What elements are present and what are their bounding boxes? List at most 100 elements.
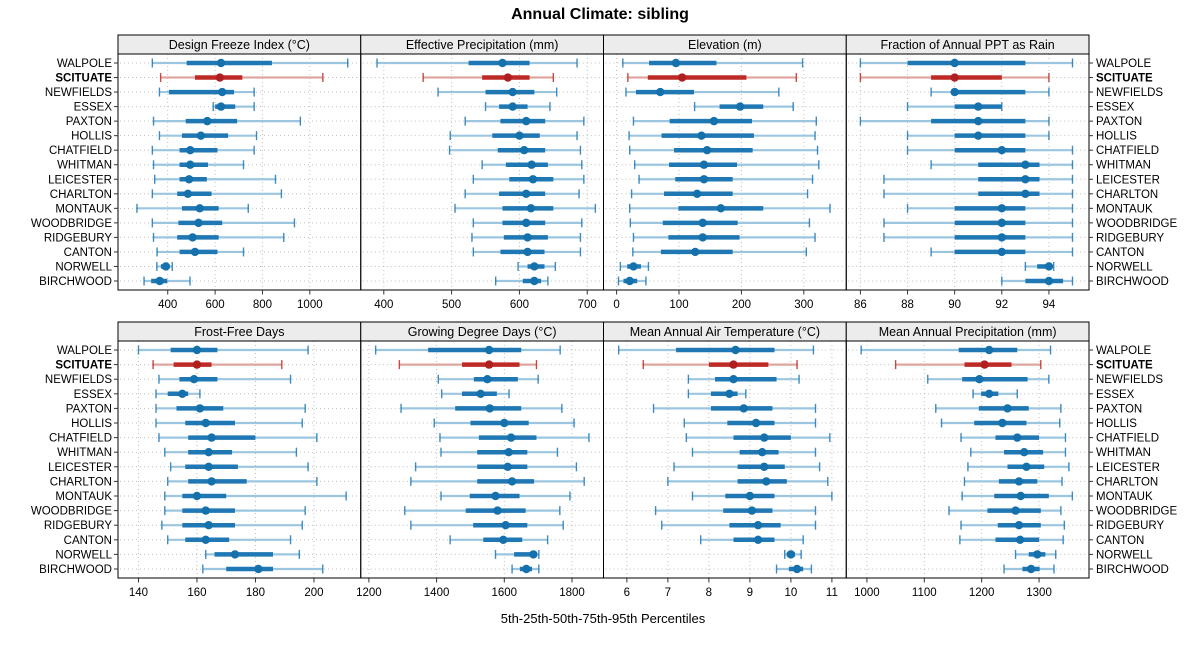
panel-fraction-of-annual-ppt-as-rain: Fraction of Annual PPT as Rain 86 88 90 92 94… xyxy=(845,34,1177,311)
x-tick-label: 180 xyxy=(246,587,265,599)
x-tick-label: 9 xyxy=(747,587,753,599)
series-row-montauk xyxy=(691,491,833,501)
x-tick-label: 1600 xyxy=(492,587,518,599)
series-row-montauk xyxy=(906,203,1074,213)
median-dot xyxy=(207,433,216,442)
median-dot xyxy=(984,389,994,398)
series-row-newfields xyxy=(158,87,255,97)
median-dot xyxy=(1014,521,1024,530)
site-label-right: NEWFIELDS xyxy=(1096,374,1163,386)
panel-frost-free-days: Frost-Free Days 140 160 180 200 WALPOLE SCITUA… xyxy=(31,321,362,599)
series-row-montauk xyxy=(454,203,597,213)
site-label-right: MONTAUK xyxy=(1096,491,1153,503)
median-dot xyxy=(950,73,959,82)
series-row-scituate xyxy=(422,73,555,83)
series-row-chatfield xyxy=(960,433,1067,443)
series-row-canton xyxy=(167,535,292,545)
series-row-charlton xyxy=(410,476,585,486)
median-dot xyxy=(491,491,500,501)
median-dot xyxy=(753,521,763,530)
series-row-montauk xyxy=(164,491,347,501)
site-label-right: PAXTON xyxy=(1096,116,1142,128)
series-row-walpole xyxy=(617,345,815,355)
median-dot xyxy=(184,175,194,184)
site-label-left: PAXTON xyxy=(66,116,112,128)
series-row-hollis xyxy=(683,418,817,428)
series-row-woodbridge xyxy=(629,218,811,228)
median-dot xyxy=(997,146,1006,155)
median-dot xyxy=(1015,535,1025,544)
median-dot xyxy=(1016,491,1025,501)
site-label-left: SCITUATE xyxy=(55,73,112,85)
x-tick-label: 140 xyxy=(129,587,148,599)
median-dot xyxy=(702,146,712,155)
median-dot xyxy=(527,160,536,169)
panels-root: Design Freeze Index (°C)400 600 800 1000WAL… xyxy=(31,34,1177,599)
median-dot xyxy=(729,375,738,384)
site-label-left: HOLLIS xyxy=(71,418,112,430)
series-row-leicester xyxy=(967,462,1070,472)
median-dot xyxy=(503,462,512,471)
series-row-woodbridge xyxy=(948,506,1062,516)
series-row-scituate xyxy=(894,360,1042,370)
x-tick-label: 800 xyxy=(253,299,272,311)
panel-effective-precipitation-mm: Effective Precipitation (mm) 400 500 600 700 xyxy=(360,34,604,311)
median-dot xyxy=(760,462,769,471)
median-dot xyxy=(503,73,513,82)
median-dot xyxy=(521,218,531,228)
median-dot xyxy=(975,375,984,384)
series-row-whitman xyxy=(970,447,1067,457)
axis-caption: 5th-25th-50th-75th-95th Percentiles xyxy=(501,611,706,626)
median-dot xyxy=(522,564,531,574)
site-label-left: NEWFIELDS xyxy=(45,87,112,99)
series-row-leicester xyxy=(472,174,585,184)
series-row-leicester xyxy=(154,174,277,184)
median-dot xyxy=(204,521,213,530)
site-label-left: LEICESTER xyxy=(48,462,112,474)
median-dot xyxy=(1019,448,1029,457)
site-label-right: HOLLIS xyxy=(1096,418,1137,430)
median-dot xyxy=(529,550,538,559)
site-label-right: PAXTON xyxy=(1096,403,1142,415)
site-label-right: HOLLIS xyxy=(1096,131,1137,143)
median-dot xyxy=(186,160,195,169)
series-row-leicester xyxy=(883,174,1074,184)
median-dot xyxy=(201,506,210,515)
median-dot xyxy=(699,160,709,169)
series-row-scituate xyxy=(627,73,798,83)
panel-border xyxy=(845,340,1090,579)
x-tick-label: 1100 xyxy=(912,587,937,599)
series-row-newfields xyxy=(930,87,1050,97)
site-label-left: CANTON xyxy=(64,535,112,547)
site-label-right: RIDGEBURY xyxy=(1096,520,1164,532)
median-dot xyxy=(161,262,171,271)
series-row-montauk xyxy=(629,203,831,213)
site-label-left: ESSEX xyxy=(74,389,113,401)
median-dot xyxy=(523,233,532,242)
panel-mean-annual-air-temperature-c: Mean Annual Air Temperature (°C) 6 7 8 9 10 11 xyxy=(603,321,847,599)
series-row-newfields xyxy=(437,87,558,97)
series-row-leicester xyxy=(414,462,578,472)
series-row-charlton xyxy=(963,476,1063,486)
median-dot xyxy=(498,58,507,68)
panel-border xyxy=(603,340,847,579)
median-dot xyxy=(528,175,538,184)
median-dot xyxy=(203,116,212,126)
median-dot xyxy=(507,477,517,486)
x-tick-label: 1800 xyxy=(559,587,585,599)
median-dot xyxy=(204,462,213,471)
site-label-right: WHITMAN xyxy=(1096,447,1151,459)
panel-elevation-m: Elevation (m) 0 100 200 300 xyxy=(603,34,847,311)
series-row-chatfield xyxy=(439,433,590,443)
series-row-essex xyxy=(693,102,794,112)
series-row-charlton xyxy=(167,476,318,486)
median-dot xyxy=(192,345,202,355)
site-label-right: LEICESTER xyxy=(1096,462,1160,474)
series-row-newfields xyxy=(437,374,539,384)
series-row-montauk xyxy=(136,203,249,213)
x-tick-label: 1000 xyxy=(854,587,880,599)
median-dot xyxy=(201,418,210,428)
series-row-canton xyxy=(156,247,245,257)
site-label-right: MONTAUK xyxy=(1096,203,1153,215)
series-row-whitman xyxy=(440,447,559,457)
